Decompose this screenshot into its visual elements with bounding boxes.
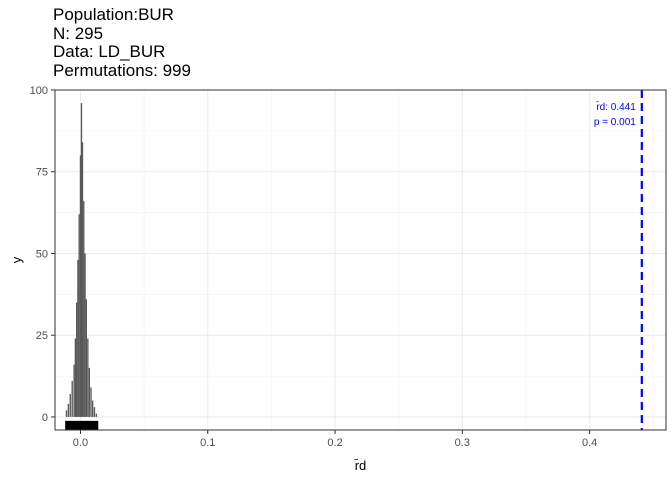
- x-axis: 0.0 0.1 0.2 0.3 0.4: [73, 430, 597, 449]
- title-line-data: Data: LD_BUR: [53, 42, 166, 61]
- histogram-bar: [73, 364, 75, 417]
- histogram-bar: [81, 142, 84, 417]
- observed-value-label: r̄d: 0.441: [596, 100, 637, 113]
- y-tick-label: 100: [30, 85, 48, 97]
- y-axis: 0 25 50 75 100: [30, 85, 55, 424]
- histogram-bar: [87, 338, 89, 417]
- y-tick-label: 50: [36, 248, 48, 260]
- histogram-bar: [78, 214, 80, 417]
- histogram-bar: [92, 400, 94, 417]
- title-line-n: N: 295: [53, 23, 104, 43]
- histogram-bar: [75, 302, 78, 417]
- histogram-bar: [90, 387, 92, 417]
- y-tick-label: 0: [42, 412, 48, 424]
- observed-annotation: r̄d: 0.441 p = 0.001: [594, 100, 636, 128]
- histogram-bar: [69, 394, 71, 417]
- x-axis-title: r̄d: [354, 458, 366, 473]
- histogram-bar: [83, 201, 85, 417]
- histogram-bar: [80, 103, 83, 417]
- title-line-permutations: Permutations: 999: [53, 60, 191, 80]
- y-tick-label: 75: [36, 167, 48, 179]
- histogram-bar: [84, 253, 86, 417]
- chart-title: Population:BUR N: 295 Data: LD_BUR Permu…: [53, 5, 191, 80]
- panel-border: [54, 89, 667, 431]
- histogram-bar: [65, 410, 68, 417]
- rug-band: [65, 420, 99, 430]
- histogram-bar: [74, 338, 77, 417]
- x-tick-label: 0.1: [200, 437, 215, 449]
- histogram-bar: [77, 260, 79, 417]
- histogram-bar: [79, 155, 82, 417]
- histogram-bar: [85, 299, 87, 417]
- minor-gridlines: [55, 90, 666, 430]
- x-tick-label: 0.4: [582, 437, 597, 449]
- histogram-bar: [93, 407, 96, 417]
- histogram-bar: [88, 367, 91, 417]
- y-tick-label: 25: [36, 330, 48, 342]
- histogram-bar: [71, 380, 73, 417]
- p-value-label: p = 0.001: [594, 117, 636, 128]
- histogram-bar: [95, 413, 98, 417]
- histogram-bar: [67, 403, 70, 417]
- rug-marks: [65, 420, 99, 430]
- major-gridlines: [55, 89, 666, 430]
- y-axis-title: y: [9, 256, 24, 263]
- title-line-population: Population:BUR: [53, 5, 174, 24]
- x-tick-label: 0.2: [327, 437, 342, 449]
- x-tick-label: 0.0: [73, 437, 88, 449]
- histogram-bars: [65, 103, 98, 417]
- x-tick-label: 0.3: [455, 437, 470, 449]
